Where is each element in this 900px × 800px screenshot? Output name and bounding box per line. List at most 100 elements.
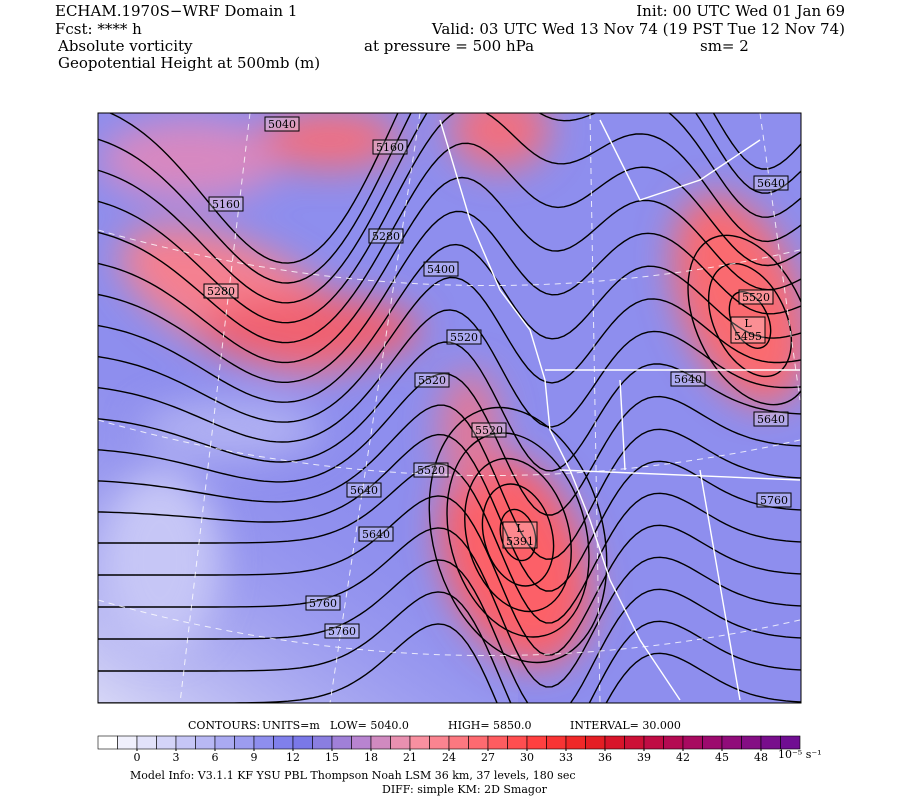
label-box [753,175,789,191]
colorbar-swatch [624,735,645,750]
colorbar-tick-label: 39 [637,751,651,764]
colorbar-tick-label: 36 [598,751,612,764]
label-box [264,116,300,132]
contour-label: L [516,522,524,535]
label-box [730,316,766,344]
label-box [413,462,449,478]
contour-line [98,309,801,443]
label-box [446,329,482,345]
colorbar-swatch [136,735,157,750]
contour-label: 5640 [362,528,390,541]
contour-ring [481,483,555,587]
contours-label: CONTOURS: [188,719,260,732]
contour-label: 5520 [475,424,503,437]
label-box [324,623,360,639]
vorticity-shading [100,113,801,667]
colorbar-tick-label: 42 [676,751,690,764]
diff-info: DIFF: simple KM: 2D Smagor [382,783,548,796]
colorbar-swatch [741,735,762,750]
contour-label: 5280 [207,285,235,298]
colorbar-swatch [390,735,411,750]
colorbar-swatch [526,735,547,750]
colorbar-tick-label: 24 [442,751,456,764]
colorbar-tick-label: 15 [325,751,339,764]
label-box [670,371,706,387]
colorbar-swatch [565,735,586,750]
contour-line [98,142,801,344]
contour-label: 5400 [427,263,455,276]
contour-labels: 5040 5160 5160 5280 5280 5400 5520 5520 5520 5520… [203,116,792,639]
contour-ring [428,406,608,664]
colorbar-swatch [409,735,430,750]
contour-label: 5391 [506,535,534,548]
contour-units: UNITS=m [262,719,320,732]
contour-label: 5520 [418,374,446,387]
contour-low: LOW= 5040.0 [330,719,409,732]
contour-ring [446,432,590,638]
colorbar-swatch [214,735,235,750]
contour-label: 5280 [372,230,400,243]
contour-label: 5640 [757,413,785,426]
colorbar-tick-label: 0 [134,751,141,764]
colorbar-tick-label: 3 [173,751,180,764]
contour-line [98,113,801,304]
label-box [346,482,382,498]
valid-time: Valid: 03 UTC Wed 13 Nov 74 (19 PST Tue … [431,20,845,38]
contour-line [98,113,801,284]
colorbar-swatch [351,735,372,750]
map-frame [97,112,802,704]
field-name: Absolute vorticity [57,37,193,55]
init-time: Init: 00 UTC Wed 01 Jan 69 [636,2,845,20]
contour-ring [464,457,572,613]
colorbar-tick-label: 12 [286,751,300,764]
colorbar-tick-label: 9 [251,751,258,764]
colorbar-swatch [507,735,528,750]
colorbar-swatch [331,735,352,750]
colorbar-swatch [97,735,118,750]
contour-label: 5520 [450,331,478,344]
colorbar-swatch [253,735,274,750]
contour-ring [499,508,537,562]
title: ECHAM.1970S−WRF Domain 1 [55,2,297,20]
pressure-level: at pressure = 500 hPa [364,37,534,55]
contour-label: 5160 [212,198,240,211]
colorbar-swatch [195,735,216,750]
colorbar-swatch [721,735,742,750]
contour-label: 5520 [417,464,445,477]
colorbar-swatch [546,735,567,750]
colorbar-swatch [273,735,294,750]
contour-line [98,559,801,703]
contour-field-name: Geopotential Height at 500mb (m) [58,54,320,72]
colorbar-tick-label: 45 [715,751,729,764]
contour-line [98,623,801,703]
contour-label: 5640 [757,177,785,190]
colorbar-swatch [117,735,138,750]
colorbar-units: 10⁻⁵ s⁻¹ [778,748,822,761]
contour-line [98,372,801,516]
colorbar-swatch [234,735,255,750]
contour-line [108,113,801,264]
model-info: Model Info: V3.1.1 KF YSU PBL Thompson N… [130,769,576,782]
contour-label: 5160 [376,141,404,154]
contour-line [98,113,801,324]
colorbar-tick-label: 18 [364,751,378,764]
contour-label: 5640 [674,373,702,386]
label-box [208,196,244,212]
colorbar-tick-label: 27 [481,751,495,764]
coastlines [439,119,801,701]
contour-line [98,495,801,656]
contour-label: 5760 [309,597,337,610]
label-box [368,228,404,244]
contour-line [98,210,801,383]
colorbar-tick-label: 21 [403,751,417,764]
contour-ring [687,234,801,406]
contour-line [98,243,801,403]
colorbar-swatch [487,735,508,750]
contour-line [98,527,801,688]
contour-line [98,404,801,560]
forecast-hour: Fcst: **** h [55,20,142,38]
colorbar-swatch [643,735,664,750]
contour-line [98,276,801,423]
